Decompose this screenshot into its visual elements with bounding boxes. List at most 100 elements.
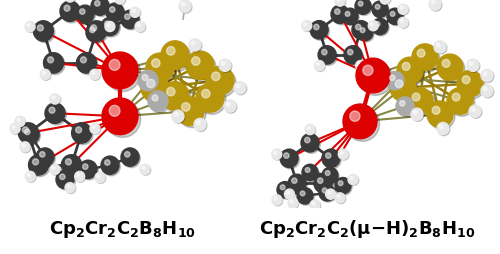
Circle shape — [104, 22, 110, 27]
Circle shape — [41, 71, 51, 81]
Circle shape — [342, 9, 358, 25]
Circle shape — [272, 150, 282, 161]
Circle shape — [427, 102, 453, 128]
Circle shape — [90, 71, 101, 81]
Circle shape — [102, 20, 120, 38]
Circle shape — [346, 48, 364, 66]
Circle shape — [104, 56, 141, 92]
Circle shape — [116, 0, 126, 6]
Circle shape — [35, 23, 55, 43]
Circle shape — [26, 23, 36, 33]
Circle shape — [284, 189, 294, 199]
Circle shape — [302, 165, 318, 181]
Circle shape — [481, 70, 493, 82]
Circle shape — [176, 98, 204, 126]
Circle shape — [357, 25, 373, 42]
Circle shape — [306, 126, 316, 136]
Circle shape — [314, 25, 319, 31]
Circle shape — [280, 150, 298, 168]
Circle shape — [202, 90, 210, 99]
Circle shape — [92, 72, 94, 75]
Circle shape — [90, 70, 100, 80]
Circle shape — [166, 88, 175, 97]
Circle shape — [15, 117, 25, 127]
Circle shape — [400, 101, 405, 107]
Circle shape — [326, 189, 336, 199]
Circle shape — [206, 67, 234, 96]
Circle shape — [90, 28, 95, 34]
Circle shape — [20, 142, 30, 152]
Circle shape — [312, 23, 330, 41]
Circle shape — [386, 72, 404, 90]
Circle shape — [438, 124, 450, 136]
Circle shape — [300, 191, 305, 196]
Circle shape — [396, 98, 414, 116]
Circle shape — [298, 189, 314, 205]
Circle shape — [45, 104, 65, 124]
Circle shape — [331, 6, 349, 24]
Circle shape — [326, 190, 336, 200]
Circle shape — [395, 81, 403, 88]
Text: $\mathbf{Cp_2Cr_2C_2B_8H_{10}}$: $\mathbf{Cp_2Cr_2C_2B_8H_{10}}$ — [49, 218, 196, 239]
Circle shape — [434, 42, 446, 54]
Circle shape — [80, 10, 85, 15]
Circle shape — [286, 191, 290, 194]
Circle shape — [305, 125, 315, 135]
Circle shape — [388, 73, 406, 92]
Circle shape — [301, 134, 319, 152]
Circle shape — [289, 199, 299, 209]
Circle shape — [86, 22, 106, 42]
Circle shape — [161, 42, 189, 70]
Circle shape — [400, 20, 403, 23]
Circle shape — [148, 91, 168, 112]
Circle shape — [107, 24, 110, 27]
Circle shape — [16, 118, 26, 128]
Circle shape — [442, 60, 450, 68]
Circle shape — [142, 167, 145, 170]
Circle shape — [86, 24, 104, 43]
Circle shape — [373, 21, 389, 37]
Circle shape — [18, 123, 38, 144]
Circle shape — [109, 60, 120, 71]
Circle shape — [335, 178, 351, 194]
Circle shape — [32, 159, 38, 165]
Circle shape — [179, 1, 191, 13]
Circle shape — [303, 166, 319, 182]
Circle shape — [27, 24, 30, 27]
Circle shape — [316, 176, 334, 194]
Circle shape — [196, 121, 200, 125]
Circle shape — [412, 94, 420, 102]
Circle shape — [62, 4, 82, 24]
Circle shape — [104, 101, 141, 138]
Circle shape — [79, 161, 97, 179]
Circle shape — [363, 66, 373, 76]
Circle shape — [40, 152, 45, 157]
Circle shape — [417, 50, 425, 58]
Circle shape — [58, 172, 76, 190]
Circle shape — [336, 194, 346, 204]
Circle shape — [472, 108, 475, 112]
Circle shape — [482, 71, 494, 83]
Circle shape — [482, 86, 494, 99]
Circle shape — [400, 7, 403, 10]
Circle shape — [115, 0, 125, 5]
Circle shape — [337, 0, 340, 2]
Circle shape — [277, 182, 293, 198]
Circle shape — [469, 106, 481, 118]
Circle shape — [25, 22, 35, 33]
Circle shape — [481, 85, 493, 98]
Circle shape — [105, 22, 115, 33]
Circle shape — [397, 58, 423, 84]
Circle shape — [192, 42, 195, 46]
Circle shape — [148, 56, 176, 84]
Circle shape — [130, 8, 140, 18]
Circle shape — [172, 111, 184, 123]
Circle shape — [336, 179, 352, 195]
Circle shape — [194, 119, 206, 131]
Circle shape — [224, 101, 236, 113]
Circle shape — [278, 183, 294, 199]
Circle shape — [435, 43, 447, 55]
Circle shape — [235, 83, 247, 96]
Circle shape — [368, 22, 378, 32]
Circle shape — [26, 172, 36, 182]
